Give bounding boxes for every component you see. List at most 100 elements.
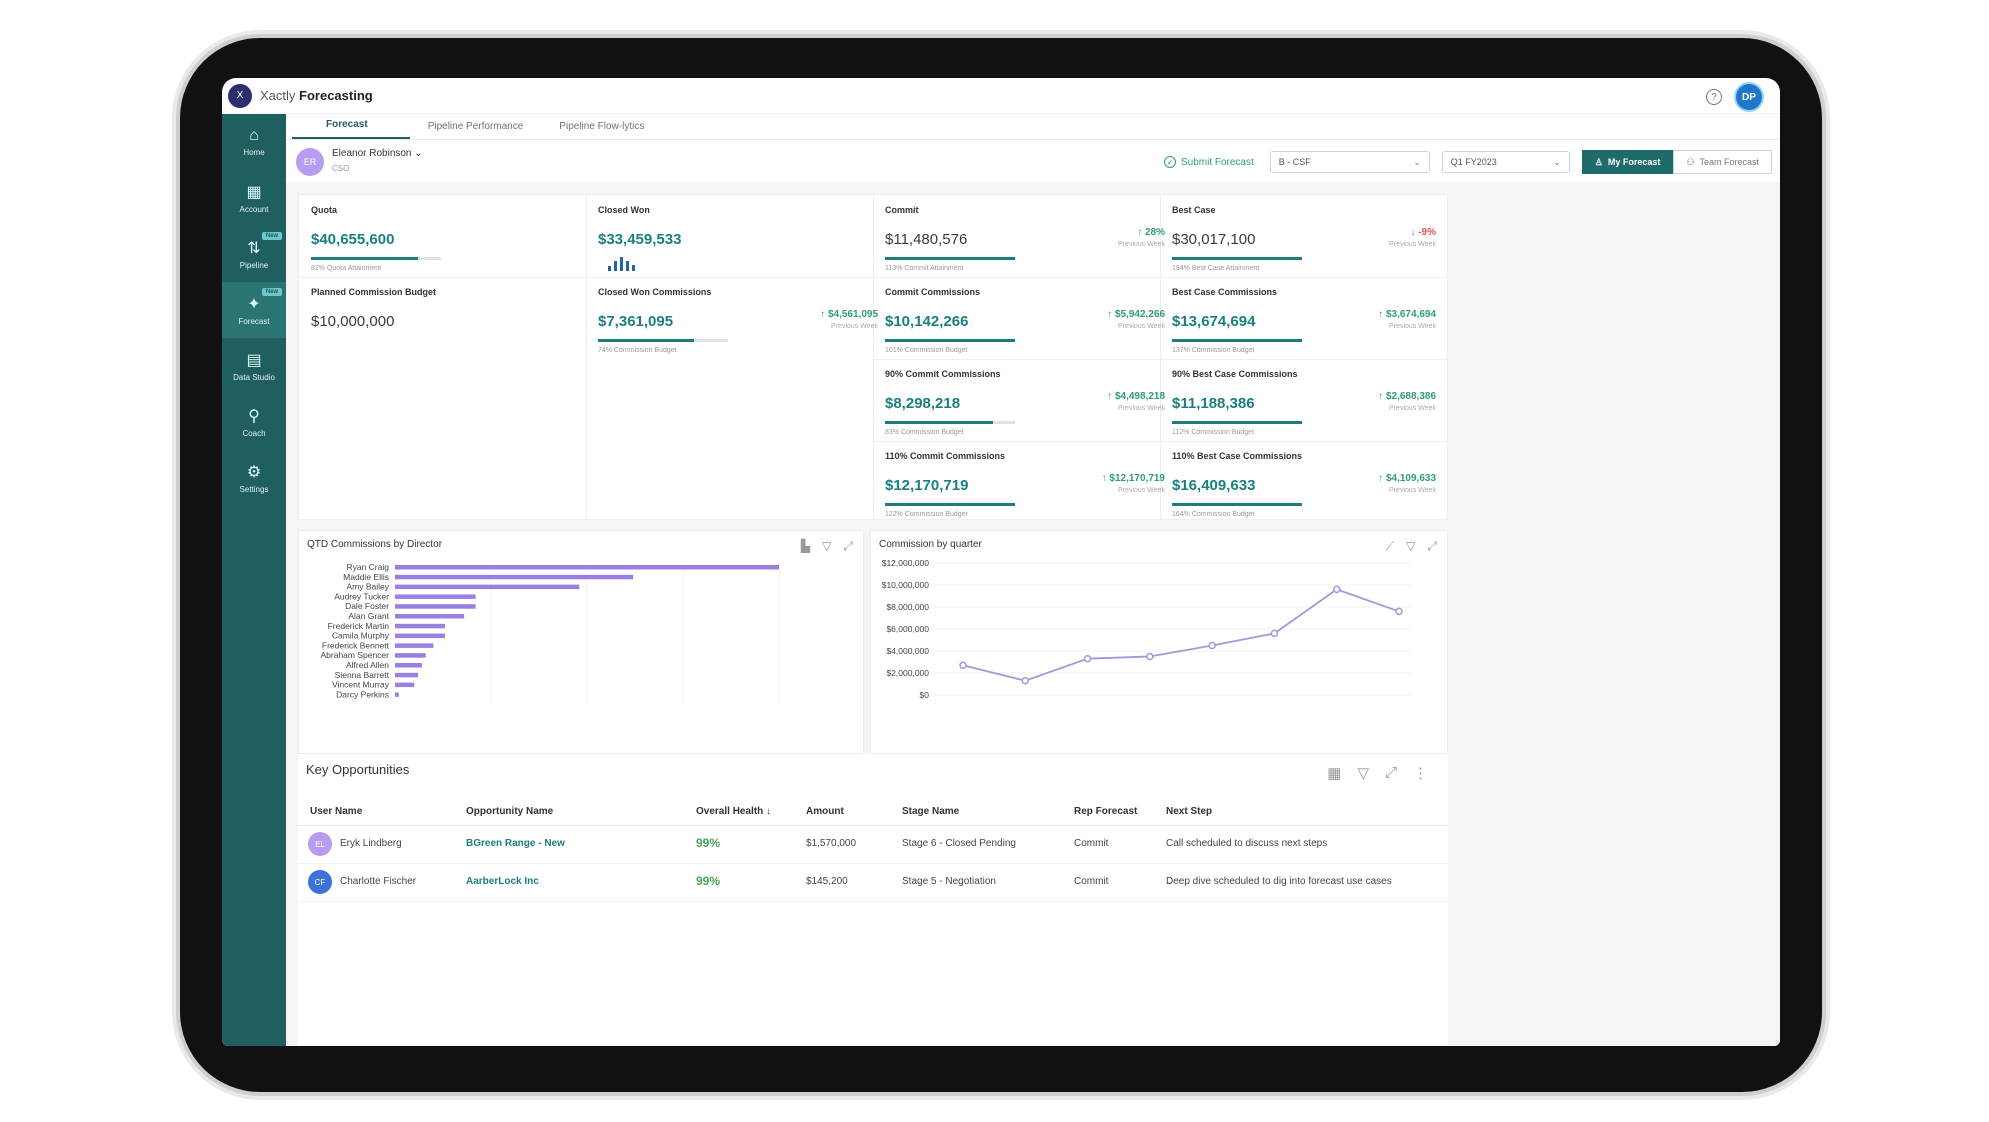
category-label: Camila Murphy bbox=[332, 631, 390, 641]
table-row[interactable]: EL Eryk Lindberg BGreen Range - New 99% … bbox=[298, 826, 1448, 864]
column-header[interactable]: Overall Health ↓ bbox=[696, 806, 772, 817]
y-tick-label: $8,000,000 bbox=[886, 602, 929, 612]
period-select[interactable]: Q1 FY2023 ⌄ bbox=[1441, 151, 1570, 173]
kpi-delta-sub: Previous Week bbox=[1118, 241, 1165, 248]
home-icon: ⌂ bbox=[249, 127, 259, 144]
forecast-cell: Commit bbox=[1074, 838, 1109, 849]
my-forecast-button[interactable]: ♙ My Forecast bbox=[1581, 150, 1674, 174]
help-icon[interactable]: ? bbox=[1706, 89, 1722, 105]
team-forecast-label: Team Forecast bbox=[1699, 157, 1759, 167]
tab-pipeline-performance[interactable]: Pipeline Performance bbox=[427, 121, 524, 132]
sidebar-item-settings[interactable]: ⚙ Settings bbox=[222, 450, 286, 506]
person-icon: ♙ bbox=[1594, 156, 1603, 167]
kpi-sub: 112% Commission Budget bbox=[1172, 429, 1254, 436]
y-tick-label: $6,000,000 bbox=[886, 624, 929, 634]
building-icon: ▦ bbox=[246, 184, 262, 201]
filter-icon[interactable]: ▽ bbox=[1406, 539, 1416, 553]
sidebar-item-data-studio[interactable]: ▤ Data Studio bbox=[222, 338, 286, 394]
column-header[interactable]: Next Step bbox=[1166, 806, 1213, 817]
category-label: Sienna Barrett bbox=[335, 670, 390, 680]
kpi-sub: 164% Commission Budget bbox=[1172, 511, 1255, 518]
team-forecast-button[interactable]: ⚇ Team Forecast bbox=[1673, 150, 1772, 174]
kpi-sub: 82% Quota Attainment bbox=[311, 265, 382, 272]
kpi-delta: ↑ $4,109,633 bbox=[1378, 473, 1436, 484]
forecast-icon: ✦ bbox=[247, 296, 261, 313]
bar-chart-icon bbox=[608, 257, 635, 271]
table-icon[interactable]: ▦ bbox=[1327, 765, 1342, 782]
bar bbox=[395, 565, 779, 570]
kpi-sub: 194% Best Case Attainment bbox=[1172, 265, 1260, 272]
category-label: Frederick Bennett bbox=[322, 640, 390, 650]
bar bbox=[395, 623, 445, 629]
column-header[interactable]: Amount bbox=[806, 806, 844, 817]
kpi-sub: 83% Commission Budget bbox=[885, 429, 964, 436]
opportunity-link[interactable]: AarberLock Inc bbox=[466, 876, 539, 887]
kpi-label: Best Case bbox=[1172, 205, 1216, 215]
category-label: Frederick Martin bbox=[328, 621, 390, 631]
expand-icon[interactable]: ⤢ bbox=[843, 539, 853, 553]
opportunity-link[interactable]: BGreen Range - New bbox=[466, 838, 565, 849]
column-header[interactable]: Opportunity Name bbox=[466, 806, 554, 817]
period-value: Q1 FY2023 bbox=[1450, 157, 1497, 167]
kpi-sub: 113% Commit Attainment bbox=[885, 265, 964, 272]
app-title: Xactly Forecasting bbox=[260, 88, 373, 103]
kpi-label: Quota bbox=[311, 205, 337, 215]
tab-forecast[interactable]: Forecast bbox=[292, 119, 410, 139]
bar bbox=[395, 633, 445, 639]
chevron-down-icon: ⌄ bbox=[414, 148, 423, 159]
more-icon[interactable]: ⋮ bbox=[1413, 765, 1428, 782]
category-label: Audrey Tucker bbox=[334, 591, 389, 601]
stage-cell: Stage 5 - Negotiation bbox=[902, 876, 996, 887]
forecast-cell: Commit bbox=[1074, 876, 1109, 887]
expand-icon[interactable]: ⤢ bbox=[1427, 539, 1437, 553]
expand-icon[interactable]: ⤢ bbox=[1384, 764, 1397, 781]
kpi-label: Best Case Commissions bbox=[1172, 287, 1278, 297]
sidebar-item-forecast[interactable]: New ✦ Forecast bbox=[222, 282, 286, 338]
filter-icon[interactable]: ▽ bbox=[822, 539, 832, 553]
kpi-value: $8,298,218 bbox=[885, 395, 961, 412]
bar bbox=[395, 614, 465, 619]
kpi-delta: ↓ -9% bbox=[1410, 227, 1436, 238]
team-icon: ⚇ bbox=[1686, 156, 1695, 167]
progress-bar bbox=[1172, 339, 1302, 342]
kpi-delta-sub: Previous Week bbox=[831, 323, 878, 330]
sidebar-item-coach[interactable]: ⚲ Coach bbox=[222, 394, 286, 450]
submit-forecast-button[interactable]: ✓ Submit Forecast bbox=[1163, 156, 1254, 168]
hierarchy-select[interactable]: B - CSF ⌄ bbox=[1269, 151, 1430, 173]
bar bbox=[395, 653, 426, 658]
kpi-value: $16,409,633 bbox=[1172, 477, 1256, 494]
kpi-commit: Commit $11,480,576 113% Commit Attainmen… bbox=[885, 205, 1165, 285]
bar bbox=[395, 672, 419, 678]
kpi-delta: ↑ $4,498,218 bbox=[1107, 391, 1165, 402]
forecast-header: ER Eleanor Robinson ⌄ CSO ✓ Submit Foreca… bbox=[286, 140, 1780, 182]
y-tick-label: $10,000,000 bbox=[882, 580, 930, 590]
sidebar: ⌂ Home ▦ Account New ⇅ Pipeline New ✦ Forecast… bbox=[222, 114, 286, 1046]
filter-icon[interactable]: ▽ bbox=[1357, 765, 1369, 782]
progress-bar bbox=[311, 257, 441, 260]
data-point bbox=[1146, 652, 1154, 661]
category-label: Vincent Murray bbox=[332, 680, 390, 690]
column-header[interactable]: User Name bbox=[310, 806, 363, 817]
sidebar-item-pipeline[interactable]: New ⇅ Pipeline bbox=[222, 226, 286, 282]
user-selector[interactable]: Eleanor Robinson ⌄ bbox=[332, 148, 423, 159]
line-chart-icon[interactable]: ⟋ bbox=[1385, 539, 1395, 553]
sidebar-item-account[interactable]: ▦ Account bbox=[222, 170, 286, 226]
tab-pipeline-flowlytics[interactable]: Pipeline Flow-lytics bbox=[559, 121, 645, 132]
kpi-90-commit-commissions: 90% Commit Commissions $8,298,218 83% Co… bbox=[885, 369, 1165, 449]
kpi-label: Commit bbox=[885, 205, 919, 215]
directors-chart-card: QTD Commissions by Director ▙ ▽ ⤢ Ryan C… bbox=[298, 530, 864, 754]
kpi-sub: 137% Commission Budget bbox=[1172, 347, 1255, 354]
key-opportunities: Key Opportunities ▦ ▽ ⤢ ⋮ User Name Oppo… bbox=[298, 754, 1448, 1046]
table-row[interactable]: CF Charlotte Fischer AarberLock Inc 99% … bbox=[298, 864, 1448, 902]
data-point bbox=[1208, 641, 1216, 650]
tablet-frame: X Xactly Forecasting ? DP ⌂ Home ▦ Account… bbox=[180, 38, 1822, 1092]
column-header[interactable]: Rep Forecast bbox=[1074, 806, 1138, 817]
user-avatar-top[interactable]: DP bbox=[1736, 84, 1762, 110]
column-header[interactable]: Stage Name bbox=[902, 806, 960, 817]
sidebar-item-home[interactable]: ⌂ Home bbox=[222, 114, 286, 170]
bar bbox=[395, 663, 422, 668]
chart-type-icon[interactable]: ▙ bbox=[800, 539, 811, 553]
kpi-label: Planned Commission Budget bbox=[311, 287, 437, 297]
bar bbox=[395, 643, 434, 648]
